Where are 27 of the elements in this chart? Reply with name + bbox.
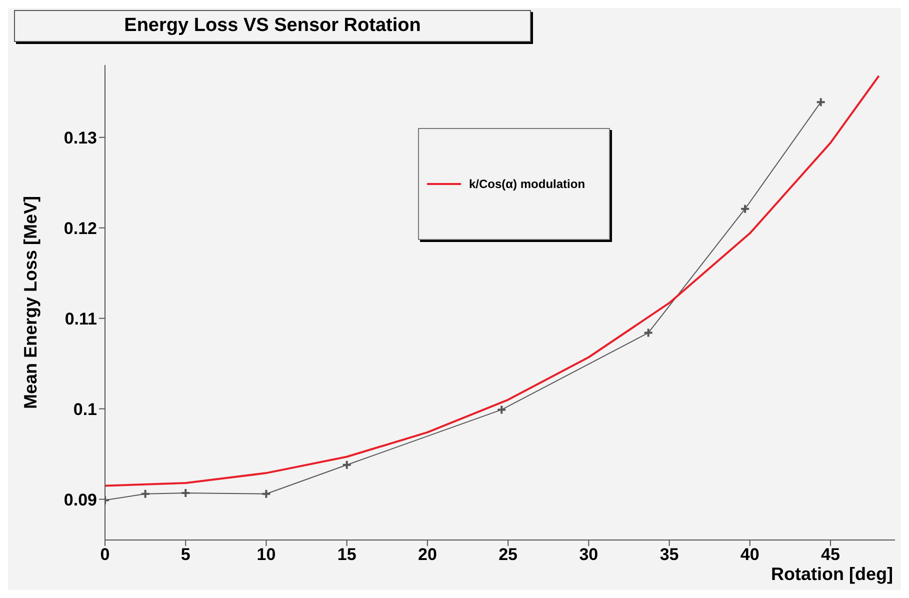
point	[740, 204, 750, 214]
x-tick-label: 15	[337, 545, 356, 564]
y-axis-title: Mean Energy Loss [MeV]	[20, 196, 40, 410]
x-tick-label: 25	[498, 545, 518, 564]
x-tick-label: 0	[100, 545, 110, 564]
point	[643, 328, 654, 338]
point	[342, 460, 352, 470]
line-series	[105, 74, 880, 487]
y-tick-label: 0.1	[73, 400, 97, 419]
legend-label: k/Cos(α) modulation	[469, 177, 586, 191]
point	[496, 404, 507, 415]
y-tick-label: 0.11	[64, 309, 97, 328]
y-tick-label: 0.09	[64, 490, 97, 510]
x-tick-label: 45	[821, 545, 840, 564]
x-tick-label: 5	[180, 545, 190, 564]
x-tick-label: 40	[740, 545, 760, 564]
point	[180, 488, 191, 498]
x-tick-label: 30	[579, 545, 598, 564]
y-tick-label: 0.12	[64, 218, 97, 238]
x-tick-label: 20	[418, 545, 437, 564]
point	[261, 488, 272, 499]
x-axis-title: Rotation [deg]	[771, 564, 893, 584]
y-tick-label: 0.13	[64, 128, 97, 148]
x-tick-label: 10	[256, 545, 276, 564]
x-tick-label: 35	[660, 545, 679, 564]
point	[140, 488, 150, 499]
chart-title: Energy Loss VS Sensor Rotation	[14, 10, 531, 42]
